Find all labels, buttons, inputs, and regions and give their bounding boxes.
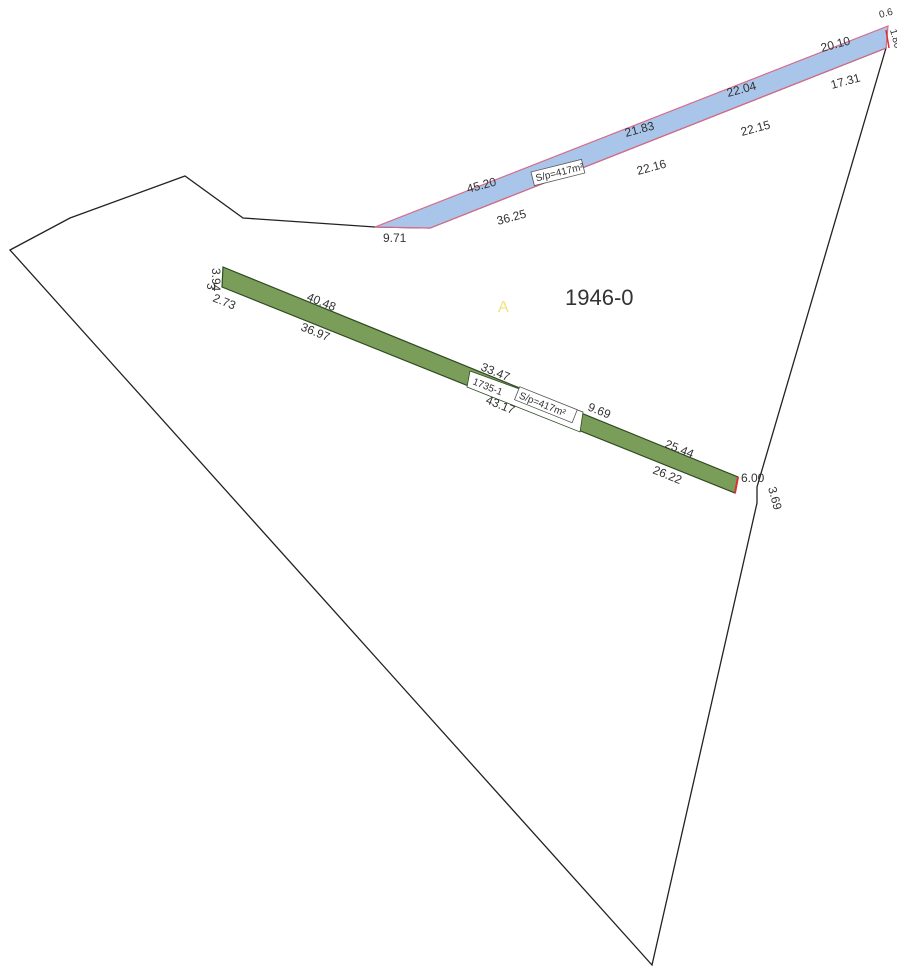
- parcel-boundary: [8, 46, 887, 967]
- blue-edge-bottom-6: 1.80: [887, 28, 897, 50]
- blue-edge-bottom-1: 9.71: [383, 231, 407, 245]
- green-edge-top-6: 6.00: [741, 471, 765, 485]
- blue-end-tick: [885, 29, 890, 49]
- blue-edge-bottom-4: 22.15: [739, 118, 772, 139]
- green-edge-bottom-2: 2.73: [211, 291, 238, 313]
- blue-edge-bottom-2: 36.25: [495, 207, 528, 228]
- blue-edge-bottom-5: 17.31: [829, 71, 862, 92]
- outer-edge-1: 3.69: [765, 485, 785, 511]
- blue-strip: [374, 25, 889, 229]
- blue-edge-top-5: 0.6: [878, 7, 895, 21]
- green-edge-bottom-1: 3: [204, 283, 218, 290]
- blue-edge-bottom-3: 22.16: [635, 157, 668, 178]
- green-edge-top-1: 3.94: [209, 268, 223, 292]
- green-end-tick: [734, 476, 739, 494]
- north-marker: A: [498, 299, 509, 316]
- parcel-id-label: 1946-0: [565, 285, 634, 310]
